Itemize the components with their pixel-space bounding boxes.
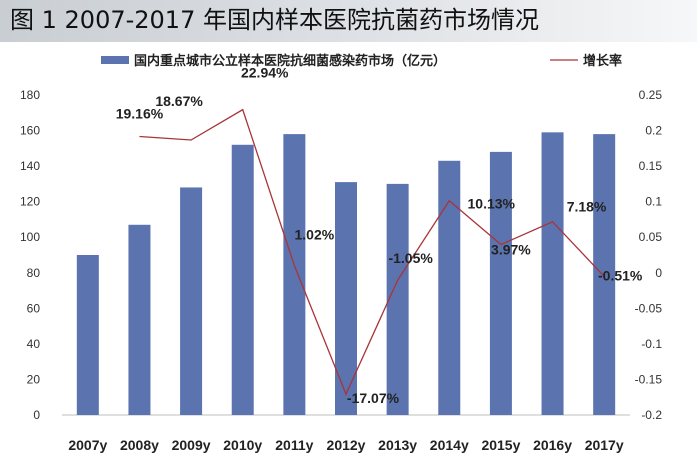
figure-title: 图 1 2007-2017 年国内样本医院抗菌药市场情况 [10, 6, 539, 34]
y-right-tick-label: -0.05 [635, 301, 663, 315]
legend-line-label: 增长率 [583, 53, 622, 69]
bar [128, 224, 151, 415]
legend-bar-swatch [101, 56, 129, 64]
bar [180, 187, 203, 415]
y-left-tick-label: 160 [20, 124, 40, 138]
growth-data-label: 10.13% [468, 196, 516, 212]
x-category-label: 2014y [430, 437, 469, 453]
growth-data-label: -1.05% [388, 250, 433, 266]
bars [76, 132, 616, 416]
legend-bar-label: 国内重点城市公立样本医院抗细菌感染药市场（亿元） [134, 53, 446, 69]
bar [283, 134, 306, 415]
y-left-tick-label: 140 [20, 159, 40, 173]
bar [231, 144, 254, 415]
bar [541, 132, 564, 416]
growth-data-label: 3.97% [491, 242, 531, 258]
growth-data-label: 18.67% [155, 93, 203, 109]
x-category-label: 2013y [378, 437, 417, 453]
legend: 国内重点城市公立样本医院抗细菌感染药市场（亿元） 增长率 [101, 53, 622, 69]
x-category-label: 2008y [120, 437, 159, 453]
x-category-label: 2007y [68, 437, 107, 453]
x-category-label: 2017y [585, 437, 624, 453]
bar [489, 151, 512, 415]
bar [386, 183, 409, 415]
bar [335, 182, 357, 415]
x-category-label: 2009y [172, 437, 211, 453]
growth-rate-line [139, 108, 605, 396]
y-right-tick-label: -0.2 [641, 408, 662, 422]
growth-data-label: -0.51% [598, 267, 643, 283]
y-right-tick-label: 0 [655, 266, 662, 280]
growth-data-label: -17.07% [347, 390, 400, 406]
growth-line [139, 108, 605, 396]
y-left-tick-label: 40 [27, 337, 41, 351]
axes: 0 20 40 60 80 100 120 140 160 180 -0.2 -0.15 -0.1 -0.… [20, 88, 662, 453]
growth-data-label: 22.94% [241, 65, 289, 81]
y-left-tick-label: 100 [20, 230, 40, 244]
growth-data-label: 1.02% [295, 227, 335, 243]
bar [593, 134, 616, 415]
bar [76, 255, 99, 415]
y-right-tick-label: 0.15 [639, 159, 663, 173]
x-category-label: 2012y [327, 437, 366, 453]
x-category-label: 2011y [275, 437, 313, 453]
growth-data-label: 7.18% [567, 199, 607, 215]
data-labels: 19.16%18.67% 22.94% 1.02% -17.07% -1.05% 10.1… [116, 65, 643, 407]
y-right-tick-label: -0.15 [635, 372, 663, 386]
y-right-tick-label: 0.25 [639, 88, 663, 102]
growth-data-label: 19.16% [116, 106, 164, 122]
y-right-tick-label: 0.2 [645, 124, 662, 138]
y-left-tick-label: 20 [27, 372, 41, 386]
figure-title-bar: 图 1 2007-2017 年国内样本医院抗菌药市场情况 [0, 0, 697, 42]
bar [438, 160, 461, 415]
y-left-tick-label: 60 [27, 301, 41, 315]
y-left-tick-label: 120 [20, 195, 40, 209]
x-category-label: 2015y [481, 437, 520, 453]
y-left-tick-label: 0 [33, 408, 40, 422]
y-left-tick-label: 180 [20, 88, 40, 102]
y-right-tick-label: 0.05 [639, 230, 663, 244]
x-category-label: 2010y [223, 437, 262, 453]
y-left-tick-label: 80 [27, 266, 41, 280]
x-category-label: 2016y [533, 437, 572, 453]
y-right-tick-label: -0.1 [641, 337, 662, 351]
y-right-tick-label: 0.1 [645, 195, 662, 209]
